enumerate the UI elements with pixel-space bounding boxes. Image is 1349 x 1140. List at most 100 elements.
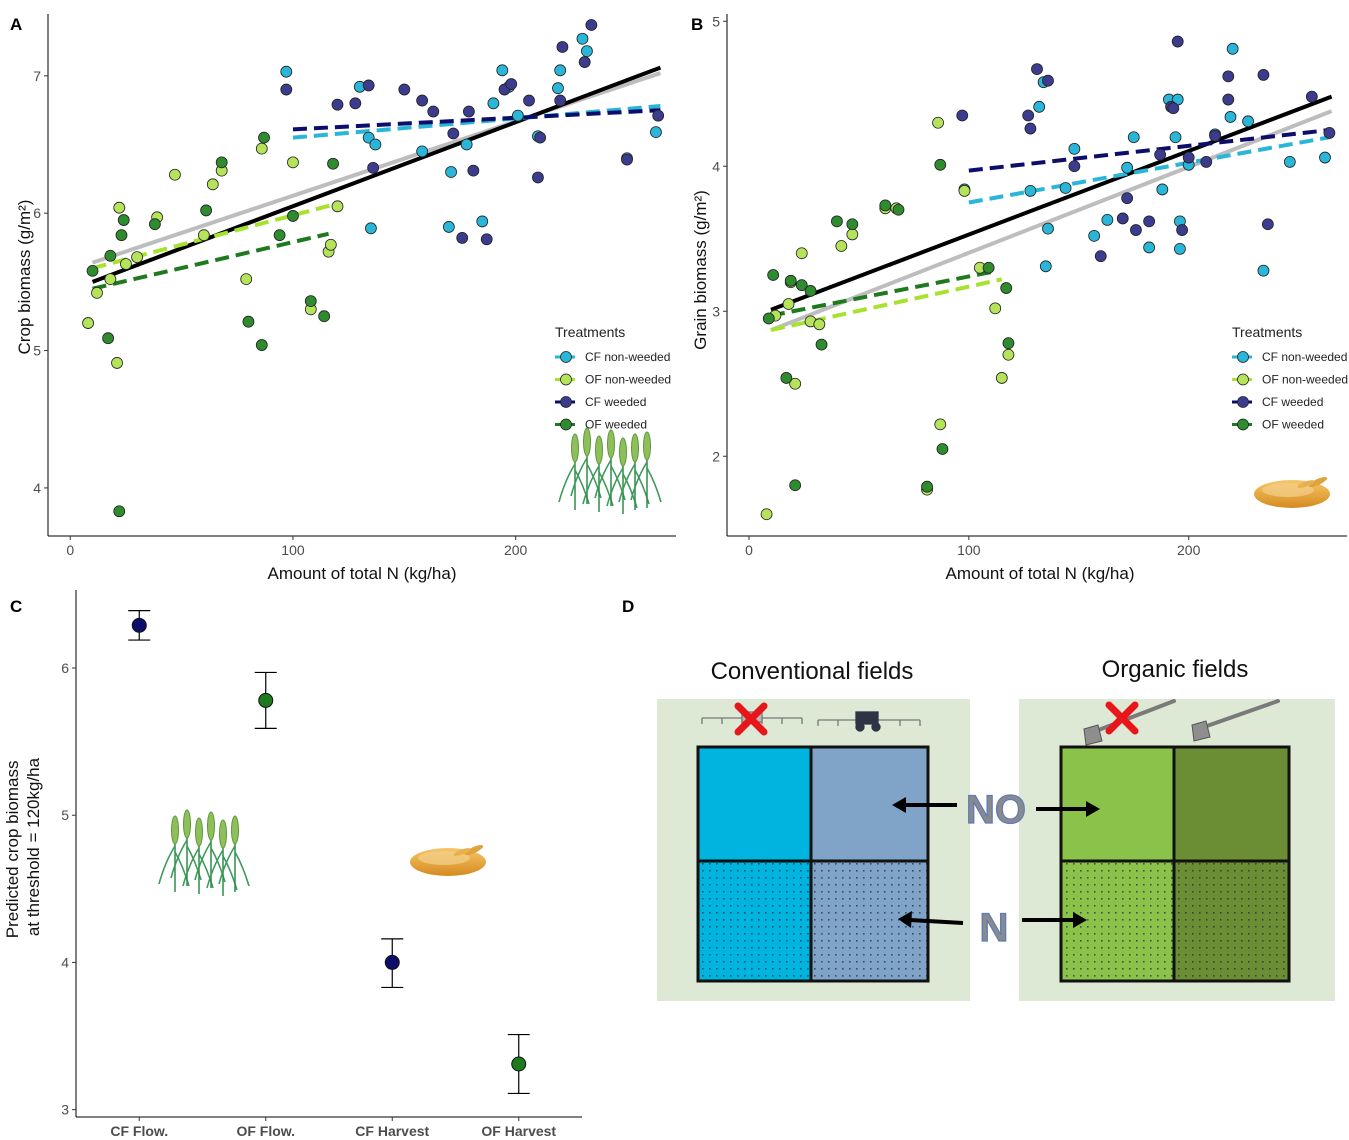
panel-b-point-of-weeded [982, 261, 995, 274]
panel-b-legend-key-point [1237, 351, 1249, 363]
panel-b-point-of-non-weeded [995, 372, 1008, 384]
panel-b-point-cf-weeded [1257, 69, 1270, 81]
panel-c-grain-icon [410, 843, 486, 876]
panel-a-point-of-weeded [304, 295, 317, 308]
panel-b-point-cf-weeded [1209, 129, 1221, 142]
panel-b-point-cf-weeded [1323, 126, 1336, 139]
panel-letter-b: B [691, 15, 703, 34]
panel-c-x-tick-label-cf-flow: CF Flow. [110, 1123, 168, 1139]
panel-b-point-of-weeded [934, 158, 947, 171]
arrow-n-left [909, 918, 964, 925]
panel-c-y-tick-label: 4 [61, 954, 69, 970]
panel-b-legend-key-point [1237, 418, 1249, 431]
panel-b-x-tick-label: 100 [957, 542, 981, 558]
panel-a-point-of-non-weeded [197, 229, 210, 242]
panel-a-point-cf-non-weeded [581, 45, 593, 57]
panel-b-point-cf-non-weeded [1226, 42, 1239, 55]
panel-a-point-cf-non-weeded [576, 32, 589, 45]
panel-a-point-cf-weeded [456, 232, 469, 244]
panel-a-point-cf-weeded [480, 233, 493, 246]
panel-a-legend-title: Treatments [555, 324, 625, 340]
panel-a-point-cf-weeded [398, 83, 411, 96]
panel-a-legend-key-point [560, 351, 572, 363]
panel-a-point-of-non-weeded [104, 273, 117, 286]
panel-a-point-cf-non-weeded [280, 65, 293, 78]
panel-b-point-cf-non-weeded [1224, 111, 1237, 123]
panel-b-point-of-weeded [789, 479, 802, 492]
panel-b-point-cf-non-weeded [1024, 184, 1037, 197]
panel-b-point-cf-weeded [1042, 74, 1054, 87]
panel-b-x-tick-label: 0 [745, 542, 753, 558]
panel-b-point-cf-weeded [1167, 102, 1180, 115]
panel-b-point-of-weeded [921, 480, 933, 493]
panel-c-axes: 3 4 5 6 CF Flow. OF Flow. CF Harvest OF Harvest [61, 590, 582, 1139]
panel-a-chart: 0 100 200 4 5 6 7 Amount of total N (kg/ha) Cr… [15, 14, 676, 583]
panel-a-wheat-icon [558, 427, 662, 515]
panel-b-point-cf-non-weeded [1059, 182, 1072, 194]
panel-a-y-tick-label: 6 [33, 205, 41, 221]
panel-b-point-cf-non-weeded [1121, 161, 1134, 174]
panel-c-point-of-harvest [511, 1056, 527, 1072]
panel-a-legend: Treatments CF non-weeded OF non-weeded CF w… [555, 324, 671, 432]
panel-b-point-cf-weeded [1094, 250, 1107, 263]
panel-b-point-cf-weeded [1171, 35, 1184, 48]
panel-a-point-cf-non-weeded [445, 166, 457, 178]
panel-b-chart: 0 100 200 2 3 4 5 Amount of total N (kg/ha) Gr… [691, 13, 1348, 583]
panel-b-point-cf-weeded [1143, 215, 1156, 228]
panel-a-point-of-weeded [287, 210, 299, 222]
panel-b-point-of-non-weeded [835, 240, 848, 252]
panel-b-point-of-non-weeded [795, 247, 808, 260]
panel-c-wheat-icon [158, 809, 250, 897]
panel-b-point-cf-weeded [1068, 160, 1081, 173]
panel-a-point-cf-non-weeded [511, 109, 524, 122]
panel-b-x-title: Amount of total N (kg/ha) [946, 564, 1135, 583]
panel-b-point-of-non-weeded [934, 418, 947, 431]
panel-a-point-of-weeded [215, 156, 228, 169]
panel-b-point-cf-non-weeded [1156, 183, 1169, 196]
panel-c-x-tick-label-of-flow: OF Flow. [236, 1123, 295, 1139]
panel-a-point-cf-non-weeded [496, 64, 509, 77]
tractor-sprayer-icon [817, 711, 921, 732]
panel-b-legend-key-point [1237, 396, 1249, 408]
panel-a-y-tick-label: 5 [33, 343, 41, 359]
panel-b-point-cf-weeded [1261, 218, 1274, 231]
conventional-plot-unweeded-no-n [698, 747, 811, 861]
panel-c-y-tick-label: 3 [61, 1102, 69, 1118]
panel-a-y-tick-label: 4 [33, 480, 41, 496]
panel-a-x-title: Amount of total N (kg/ha) [268, 564, 457, 583]
panel-b-fit-cf-non-weeded [968, 135, 1330, 205]
panel-a-point-of-non-weeded [82, 317, 94, 329]
panel-a-point-of-weeded [148, 218, 161, 231]
panel-a-point-of-non-weeded [120, 258, 132, 270]
panel-b-point-cf-non-weeded [1101, 213, 1114, 226]
panel-b-point-of-weeded [831, 215, 843, 228]
panel-b-point-of-weeded [784, 274, 797, 287]
panel-a-point-of-non-weeded [240, 273, 253, 286]
panel-a-y-tick-label: 7 [33, 68, 41, 84]
panel-a-point-cf-weeded [349, 97, 362, 110]
panel-b-point-of-weeded [1002, 337, 1015, 350]
panel-c-y-tick-label: 6 [61, 660, 69, 676]
panel-b-point-of-non-weeded [958, 184, 971, 197]
panel-a-point-of-non-weeded [331, 200, 344, 213]
panel-b-grain-icon [1254, 475, 1330, 508]
panel-a-point-cf-weeded [416, 94, 429, 107]
panel-b-point-cf-non-weeded [1319, 151, 1331, 164]
panel-a-legend-label: CF weeded [585, 395, 646, 409]
panel-a-legend-label: CF non-weeded [585, 350, 670, 364]
panel-a-point-of-weeded [255, 339, 268, 351]
panel-d-diagram: Conventional fields Organic fields [657, 656, 1335, 1001]
panel-b-legend-label: OF non-weeded [1262, 373, 1348, 387]
panel-b-point-cf-weeded [1031, 63, 1043, 75]
panel-b-point-cf-weeded [1176, 224, 1189, 236]
panel-a-point-cf-non-weeded [365, 222, 377, 235]
panel-b-point-cf-non-weeded [1042, 222, 1054, 235]
panel-b-fit-overall-black [770, 94, 1333, 312]
organic-title: Organic fields [1102, 656, 1249, 683]
panel-b-point-cf-non-weeded [1127, 131, 1140, 144]
panel-a-point-of-weeded [113, 505, 126, 518]
panel-a-point-cf-weeded [621, 153, 633, 166]
panel-a-point-cf-non-weeded [487, 97, 500, 110]
panel-b-point-cf-weeded [1222, 93, 1235, 106]
panel-a-point-of-non-weeded [287, 156, 299, 169]
